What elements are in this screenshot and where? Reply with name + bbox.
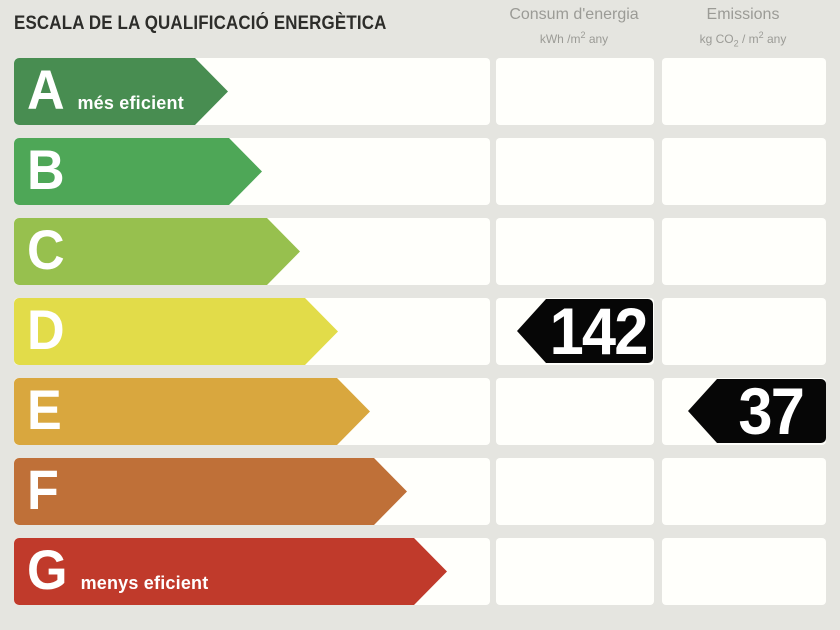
rating-arrow-c: C: [14, 218, 300, 285]
consum-cell-e: [496, 378, 654, 445]
rating-arrow-e: E: [14, 378, 370, 445]
rating-arrow-g: G menys eficient: [14, 538, 447, 605]
rating-letter-b: B: [27, 138, 65, 201]
emissions-cell-f: [662, 458, 826, 525]
rating-letter-e: E: [27, 378, 62, 441]
consum-column-unit: kWh /m2 any: [539, 30, 609, 46]
rating-row-g: G menys eficient: [14, 538, 826, 605]
consum-cell-f: [496, 458, 654, 525]
rating-note-g: menys eficient: [80, 573, 209, 593]
consum-cell-d: 142: [496, 298, 654, 365]
rating-rows: A més eficient B C: [14, 58, 826, 605]
rating-letter-f: F: [27, 458, 59, 521]
emissions-value-arrow: 37: [688, 379, 826, 443]
consum-cell-g: [496, 538, 654, 605]
emissions-cell-e: 37: [662, 378, 826, 445]
consum-column-header: Consum d'energia kWh /m2 any: [494, 5, 654, 46]
rating-letter-g: G: [27, 538, 68, 601]
rating-arrow-f: F: [14, 458, 407, 525]
consum-cell-b: [496, 138, 654, 205]
consum-cell-c: [496, 218, 654, 285]
consum-value: 142: [550, 294, 649, 368]
scale-track-c: C: [14, 218, 490, 285]
rating-row-f: F: [14, 458, 826, 525]
rating-arrow-d: D: [14, 298, 338, 365]
emissions-cell-d: [662, 298, 826, 365]
scale-track-d: D: [14, 298, 490, 365]
scale-track-e: E: [14, 378, 490, 445]
rating-row-b: B: [14, 138, 826, 205]
rating-arrow-b: B: [14, 138, 262, 205]
emissions-value: 37: [738, 374, 804, 448]
rating-row-c: C: [14, 218, 826, 285]
rating-letter-d: D: [27, 298, 65, 361]
page-title: ESCALA DE LA QUALIFICACIÓ ENERGÈTICA: [14, 13, 387, 34]
scale-track-b: B: [14, 138, 490, 205]
rating-row-e: E 37: [14, 378, 826, 445]
emissions-column-label: Emissions: [706, 6, 780, 23]
rating-row-d: D 142: [14, 298, 826, 365]
rating-row-a: A més eficient: [14, 58, 826, 125]
emissions-column-header: Emissions kg CO2 / m2 any: [660, 5, 826, 50]
consum-column-label: Consum d'energia: [509, 6, 639, 23]
rating-arrow-a: A més eficient: [14, 58, 228, 125]
rating-note-a: més eficient: [77, 93, 184, 113]
consum-cell-a: [496, 58, 654, 125]
scale-track-f: F: [14, 458, 490, 525]
emissions-cell-b: [662, 138, 826, 205]
emissions-cell-g: [662, 538, 826, 605]
scale-track-g: G menys eficient: [14, 538, 490, 605]
rating-letter-c: C: [27, 218, 65, 281]
consum-value-arrow: 142: [517, 299, 653, 363]
rating-letter-a: A: [27, 58, 65, 121]
emissions-cell-a: [662, 58, 826, 125]
emissions-cell-c: [662, 218, 826, 285]
emissions-column-unit: kg CO2 / m2 any: [699, 30, 787, 49]
scale-track-a: A més eficient: [14, 58, 490, 125]
